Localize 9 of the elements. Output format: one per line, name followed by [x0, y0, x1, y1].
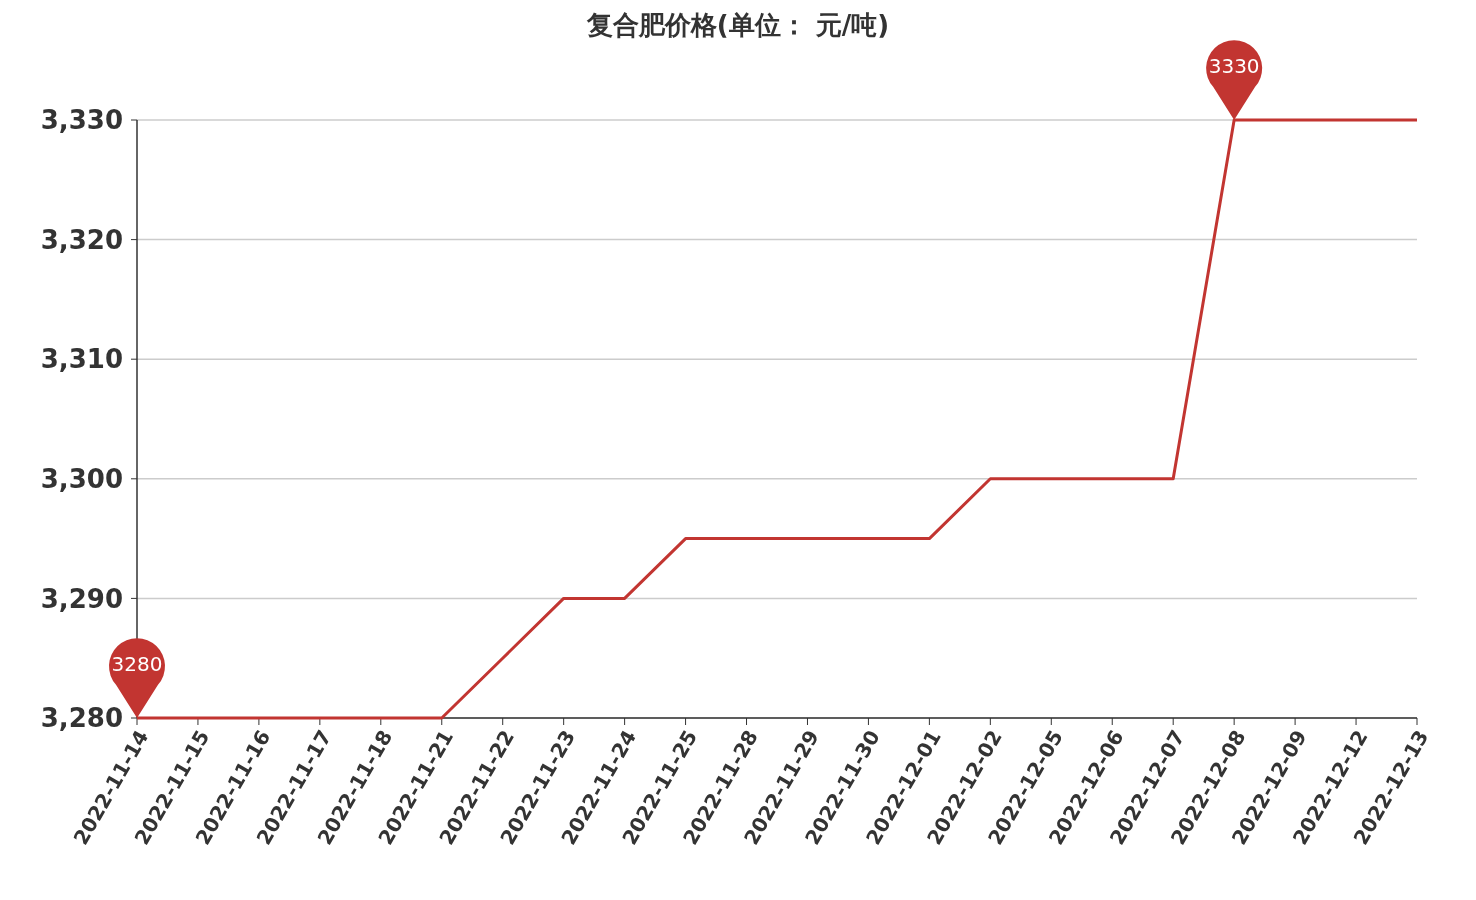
- y-tick-label: 3,320: [40, 224, 123, 255]
- chart-title: 复合肥价格(单位： 元/吨): [585, 10, 890, 40]
- annotation: 3330: [1208, 54, 1260, 78]
- y-tick-label: 3,310: [40, 344, 123, 375]
- y-tick-label: 3,290: [40, 583, 123, 614]
- y-tick-label: 3,280: [40, 703, 123, 734]
- y-tick-label: 3,330: [40, 105, 123, 136]
- y-tick-label: 3,300: [40, 463, 123, 494]
- annotation: 3280: [111, 652, 163, 676]
